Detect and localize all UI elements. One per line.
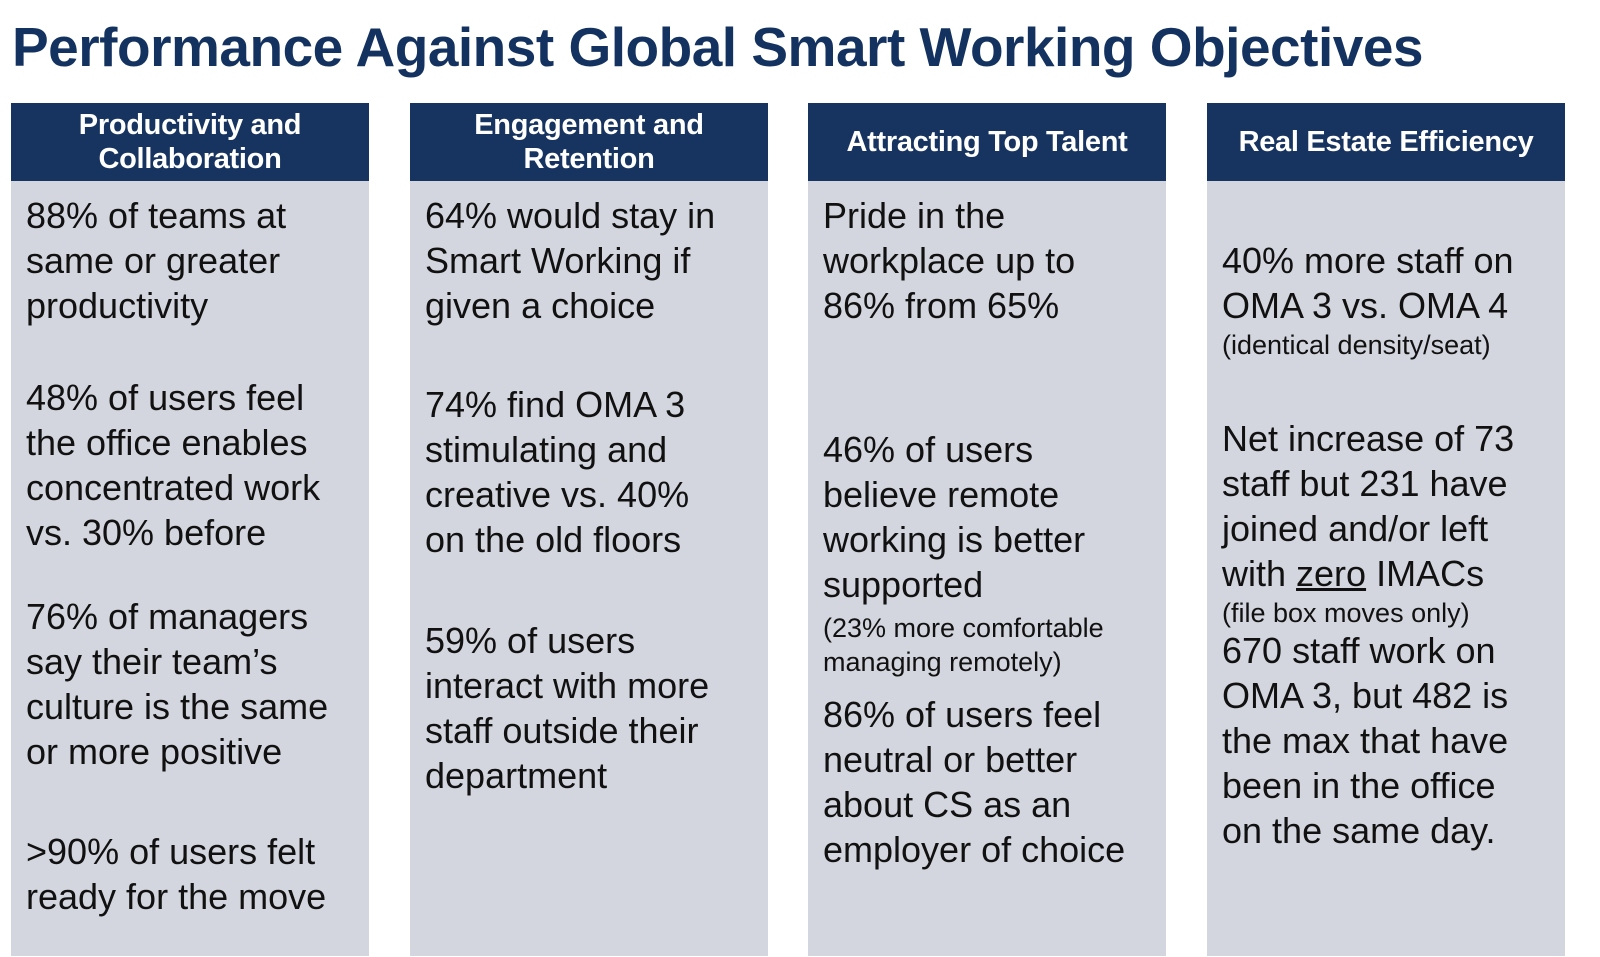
stat-item: 88% of teams at same or greater producti…	[26, 195, 287, 326]
stat-item: Net increase of 73 staff but 231 have jo…	[1222, 371, 1561, 675]
stat-item: >90% of users felt ready for the move	[26, 831, 327, 917]
column-header: Attracting Top Talent	[808, 103, 1166, 181]
stat-item: 86% of users feel neutral or better abou…	[823, 694, 1126, 870]
column-header: Productivity and Collaboration	[11, 103, 369, 181]
column-real-estate-efficiency: Real Estate Efficiency 40% more staff on…	[1207, 103, 1565, 956]
stat-text: IMACs	[1366, 553, 1485, 594]
stat-item: Pride in the workplace up to 86% from 65…	[823, 195, 1076, 326]
column-engagement-retention: Engagement and Retention 64% would stay …	[410, 103, 768, 956]
stat-text: Net increase of 73 staff but 231 have jo…	[1222, 418, 1515, 594]
column-header-label: Engagement and Retention	[474, 109, 704, 175]
stat-item: 48% of users feel the office enables con…	[26, 377, 321, 553]
stat-note: (identical density/seat)	[1222, 330, 1491, 360]
column-header-label: Real Estate Efficiency	[1238, 126, 1534, 158]
stat-item: 670 staff work on OMA 3, but 482 is the …	[1222, 630, 1509, 851]
column-header-label: Attracting Top Talent	[846, 126, 1128, 158]
stat-text: 40% more staff on OMA 3 vs. OMA 4	[1222, 240, 1514, 326]
stat-item: 76% of managers say their team’s culture…	[26, 596, 329, 772]
column-header: Engagement and Retention	[410, 103, 768, 181]
stat-item: 46% of users believe remote working is b…	[823, 382, 1162, 724]
stat-note: (file box moves only)	[1222, 598, 1470, 628]
stat-item: 40% more staff on OMA 3 vs. OMA 4 (ident…	[1222, 193, 1561, 407]
stat-text-underlined: zero	[1296, 553, 1367, 594]
column-attracting-top-talent: Attracting Top Talent Pride in the workp…	[808, 103, 1166, 956]
stat-item: 74% find OMA 3 stimulating and creative …	[425, 384, 690, 560]
stat-item: 64% would stay in Smart Working if given…	[425, 195, 716, 326]
column-header: Real Estate Efficiency	[1207, 103, 1565, 181]
column-header-label: Productivity and Collaboration	[78, 109, 302, 175]
stat-item: 59% of users interact with more staff ou…	[425, 620, 710, 796]
stat-text: 46% of users believe remote working is b…	[823, 429, 1086, 605]
page-title: Performance Against Global Smart Working…	[12, 16, 1424, 78]
column-productivity-collaboration: Productivity and Collaboration 88% of te…	[11, 103, 369, 956]
stat-note: (23% more comfortable managing remotely)	[823, 613, 1104, 677]
